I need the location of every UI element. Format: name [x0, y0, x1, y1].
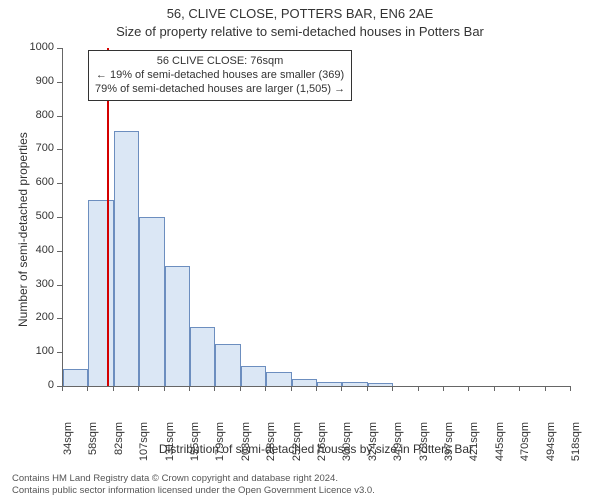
histogram-bar	[266, 372, 291, 386]
y-tick-label: 700	[22, 142, 54, 154]
x-tick	[164, 386, 165, 391]
x-tick	[494, 386, 495, 391]
x-tick-label: 203sqm	[240, 422, 252, 478]
x-tick-label: 445sqm	[494, 422, 506, 478]
y-tick-label: 800	[22, 109, 54, 121]
y-tick	[57, 82, 62, 83]
x-tick-label: 58sqm	[87, 422, 99, 478]
chart-root: { "title_line1": "56, CLIVE CLOSE, POTTE…	[0, 0, 600, 500]
histogram-bar	[165, 266, 190, 386]
histogram-bar	[215, 344, 240, 386]
histogram-bar	[139, 217, 164, 386]
x-tick	[418, 386, 419, 391]
chart-title-desc: Size of property relative to semi-detach…	[0, 24, 600, 39]
y-tick-label: 600	[22, 176, 54, 188]
histogram-bar	[114, 131, 139, 386]
annotation-line: 79% of semi-detached houses are larger (…	[95, 83, 345, 97]
x-tick	[545, 386, 546, 391]
x-tick	[392, 386, 393, 391]
x-tick	[62, 386, 63, 391]
x-tick-label: 34sqm	[62, 422, 74, 478]
y-tick	[57, 318, 62, 319]
histogram-bar	[190, 327, 215, 386]
x-tick	[367, 386, 368, 391]
x-tick	[113, 386, 114, 391]
x-tick	[316, 386, 317, 391]
chart-title-address: 56, CLIVE CLOSE, POTTERS BAR, EN6 2AE	[0, 6, 600, 21]
x-tick-label: 324sqm	[367, 422, 379, 478]
x-tick	[291, 386, 292, 391]
y-tick-label: 0	[22, 379, 54, 391]
x-tick-label: 131sqm	[164, 422, 176, 478]
y-tick-label: 100	[22, 345, 54, 357]
x-tick-label: 494sqm	[545, 422, 557, 478]
x-tick	[214, 386, 215, 391]
x-tick	[265, 386, 266, 391]
x-tick	[443, 386, 444, 391]
histogram-bar	[63, 369, 88, 386]
x-tick	[189, 386, 190, 391]
y-tick	[57, 149, 62, 150]
annotation-line: 56 CLIVE CLOSE: 76sqm	[95, 55, 345, 69]
histogram-bar	[88, 200, 113, 386]
y-tick-label: 300	[22, 278, 54, 290]
x-tick	[519, 386, 520, 391]
x-tick	[341, 386, 342, 391]
y-tick	[57, 285, 62, 286]
x-tick-label: 373sqm	[418, 422, 430, 478]
x-tick	[468, 386, 469, 391]
x-tick	[240, 386, 241, 391]
y-tick-label: 900	[22, 75, 54, 87]
annotation-box: 56 CLIVE CLOSE: 76sqm← 19% of semi-detac…	[88, 50, 352, 101]
x-tick-label: 155sqm	[189, 422, 201, 478]
y-tick-label: 1000	[22, 41, 54, 53]
x-tick-label: 276sqm	[316, 422, 328, 478]
y-tick-label: 400	[22, 244, 54, 256]
histogram-bar	[342, 382, 367, 386]
x-tick-label: 421sqm	[468, 422, 480, 478]
histogram-bar	[368, 383, 393, 386]
annotation-line: ← 19% of semi-detached houses are smalle…	[95, 69, 345, 83]
x-tick-label: 518sqm	[570, 422, 582, 478]
y-axis-label: Number of semi-detached properties	[16, 132, 30, 327]
x-tick-label: 252sqm	[291, 422, 303, 478]
histogram-bar	[317, 382, 342, 386]
y-tick	[57, 352, 62, 353]
x-tick-label: 349sqm	[392, 422, 404, 478]
y-tick	[57, 183, 62, 184]
y-tick	[57, 116, 62, 117]
histogram-bar	[292, 379, 317, 386]
y-tick	[57, 217, 62, 218]
footer-licence: Contains public sector information licen…	[12, 485, 375, 496]
y-tick	[57, 48, 62, 49]
x-tick-label: 107sqm	[138, 422, 150, 478]
x-tick	[87, 386, 88, 391]
x-tick-label: 82sqm	[113, 422, 125, 478]
x-tick	[570, 386, 571, 391]
x-tick-label: 300sqm	[341, 422, 353, 478]
histogram-bar	[241, 366, 266, 386]
y-tick	[57, 251, 62, 252]
x-tick-label: 397sqm	[443, 422, 455, 478]
x-tick-label: 179sqm	[214, 422, 226, 478]
x-tick-label: 228sqm	[265, 422, 277, 478]
x-tick-label: 470sqm	[519, 422, 531, 478]
y-tick-label: 200	[22, 311, 54, 323]
x-tick	[138, 386, 139, 391]
y-tick-label: 500	[22, 210, 54, 222]
